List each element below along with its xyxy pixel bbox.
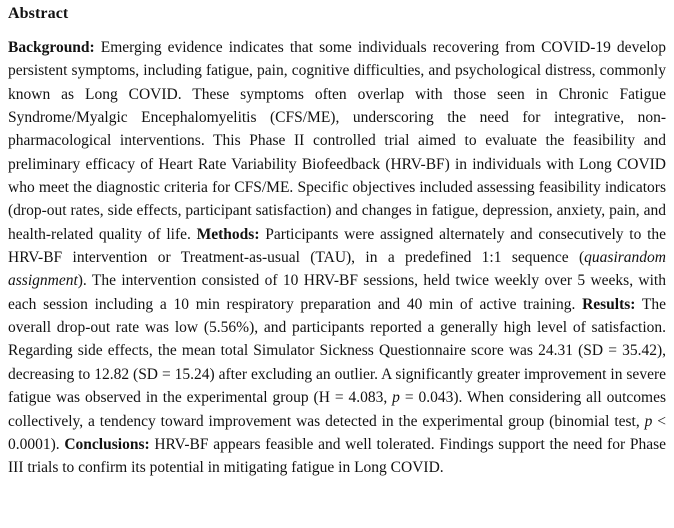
results-text-3: < 0.0001).	[8, 412, 666, 453]
p-value-italic-2: p	[644, 412, 653, 430]
methods-text-2: ). The intervention consisted of 10 HRV-…	[8, 272, 666, 313]
background-text: Emerging evidence indicates that some in…	[8, 39, 666, 243]
background-label: Background:	[8, 39, 95, 56]
methods-label: Methods:	[196, 225, 260, 243]
p-value-italic-1: p	[392, 389, 400, 407]
conclusions-label: Conclusions:	[64, 435, 150, 453]
results-text-1: The overall drop-out rate was low (5.56%…	[8, 295, 666, 407]
conclusions-text: HRV-BF appears feasible and well tolerat…	[8, 435, 666, 477]
results-text-2: = 0.043). When considering all outcomes …	[8, 389, 666, 430]
methods-text-1: Participants were assigned alternately a…	[8, 225, 667, 267]
results-label: Results:	[582, 295, 636, 313]
abstract-heading: Abstract	[8, 5, 69, 22]
quasirandom-assignment-italic: quasirandom assignment	[8, 249, 666, 290]
abstract-paragraph: Background: Emerging evidence indicates …	[8, 36, 666, 480]
